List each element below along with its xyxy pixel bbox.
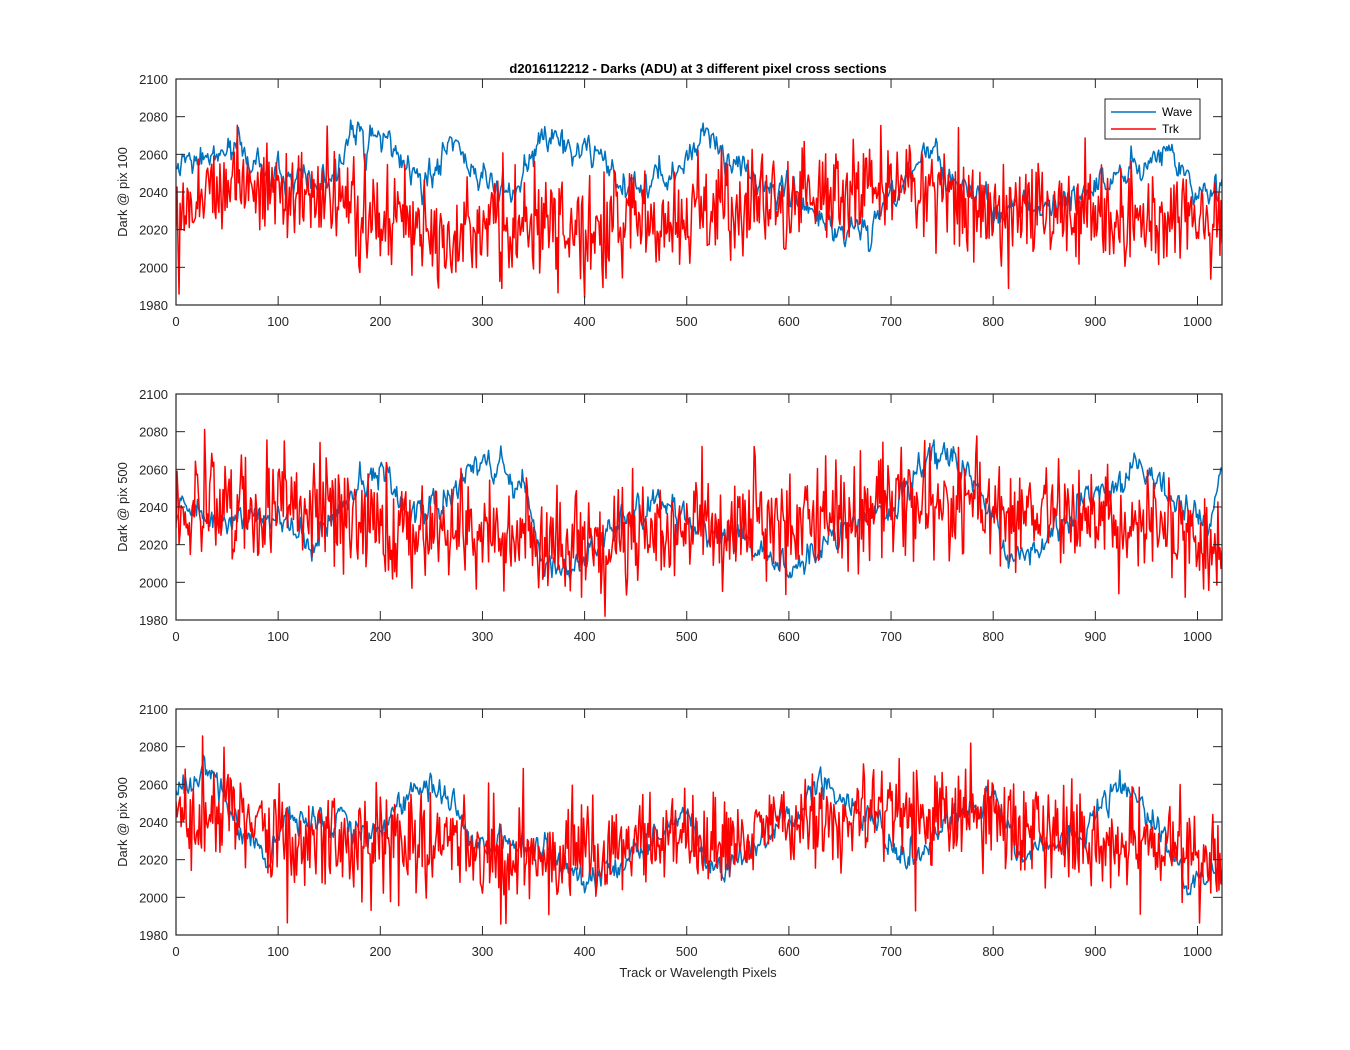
- x-tick-label: 0: [172, 314, 179, 329]
- y-tick-label: 2020: [139, 223, 168, 238]
- y-tick-label: 2020: [139, 853, 168, 868]
- y-tick-label: 2100: [139, 72, 168, 87]
- y-tick-label: 2040: [139, 815, 168, 830]
- y-tick-label: 2080: [139, 740, 168, 755]
- x-tick-label: 500: [676, 629, 698, 644]
- subplot-1: 0 100 200 300 400 500 600 700 800 900 1000 1980 2000…: [115, 72, 1223, 329]
- x-tick-label: 600: [778, 314, 800, 329]
- x-tick-label: 1000: [1183, 944, 1212, 959]
- x-tick-label: 0: [172, 629, 179, 644]
- x-tick-label: 500: [676, 944, 698, 959]
- x-axis-label: Track or Wavelength Pixels: [619, 965, 777, 980]
- y-tick-label: 2080: [139, 425, 168, 440]
- y-tick-label: 2060: [139, 462, 168, 477]
- series-line-wave: [176, 119, 1222, 253]
- legend-label-trk: Trk: [1162, 122, 1180, 136]
- subplot-2: 0 100 200 300 400 500 600 700 800 900 1000 1980 2000…: [115, 387, 1223, 644]
- y-tick-label: 2060: [139, 147, 168, 162]
- y-tick-label: 2000: [139, 575, 168, 590]
- x-tick-label: 800: [982, 314, 1004, 329]
- x-tick-label: 1000: [1183, 629, 1212, 644]
- x-tick-label: 100: [267, 629, 289, 644]
- x-tick-label: 800: [982, 944, 1004, 959]
- y-tick-label: 2080: [139, 110, 168, 125]
- y-tick-label: 2040: [139, 500, 168, 515]
- x-tick-label: 300: [472, 314, 494, 329]
- x-tick-label: 900: [1084, 944, 1106, 959]
- y-tick-label: 1980: [139, 613, 168, 628]
- y-tick-label: 2020: [139, 538, 168, 553]
- x-tick-label: 700: [880, 629, 902, 644]
- y-tick-label: 2060: [139, 777, 168, 792]
- series-line-trk: [176, 735, 1222, 925]
- x-tick-label: 900: [1084, 314, 1106, 329]
- x-tick-label: 400: [574, 629, 596, 644]
- x-tick-label: 500: [676, 314, 698, 329]
- x-tick-label: 100: [267, 314, 289, 329]
- series-line-trk: [176, 124, 1222, 299]
- x-tick-label: 400: [574, 314, 596, 329]
- x-tick-label: 300: [472, 629, 494, 644]
- x-tick-label: 200: [369, 944, 391, 959]
- legend-label-wave: Wave: [1162, 105, 1193, 119]
- series-line-trk: [176, 428, 1222, 617]
- y-tick-label: 1980: [139, 298, 168, 313]
- x-tick-label: 400: [574, 944, 596, 959]
- plot-area: [176, 709, 1222, 935]
- y-tick-label: 2000: [139, 890, 168, 905]
- legend: Wave Trk: [1104, 98, 1201, 140]
- subplot-3: 0 100 200 300 400 500 600 700 800 900 1000 1980 2000…: [115, 702, 1223, 959]
- x-tick-label: 800: [982, 629, 1004, 644]
- x-tick-label: 100: [267, 944, 289, 959]
- x-tick-label: 200: [369, 314, 391, 329]
- y-axis-label: Dark @ pix 500: [115, 462, 130, 552]
- y-tick-label: 2100: [139, 387, 168, 402]
- y-axis-label: Dark @ pix 100: [115, 147, 130, 237]
- x-tick-label: 700: [880, 944, 902, 959]
- y-tick-label: 1980: [139, 928, 168, 943]
- x-tick-label: 900: [1084, 629, 1106, 644]
- x-tick-label: 200: [369, 629, 391, 644]
- y-tick-label: 2040: [139, 185, 168, 200]
- y-tick-label: 2100: [139, 702, 168, 717]
- x-tick-label: 600: [778, 944, 800, 959]
- y-tick-label: 2000: [139, 260, 168, 275]
- legend-box: [1104, 98, 1201, 140]
- x-tick-label: 700: [880, 314, 902, 329]
- x-tick-label: 300: [472, 944, 494, 959]
- x-tick-label: 600: [778, 629, 800, 644]
- x-tick-label: 1000: [1183, 314, 1212, 329]
- chart-title: d2016112212 - Darks (ADU) at 3 different…: [509, 61, 886, 76]
- x-tick-label: 0: [172, 944, 179, 959]
- y-axis-label: Dark @ pix 900: [115, 777, 130, 867]
